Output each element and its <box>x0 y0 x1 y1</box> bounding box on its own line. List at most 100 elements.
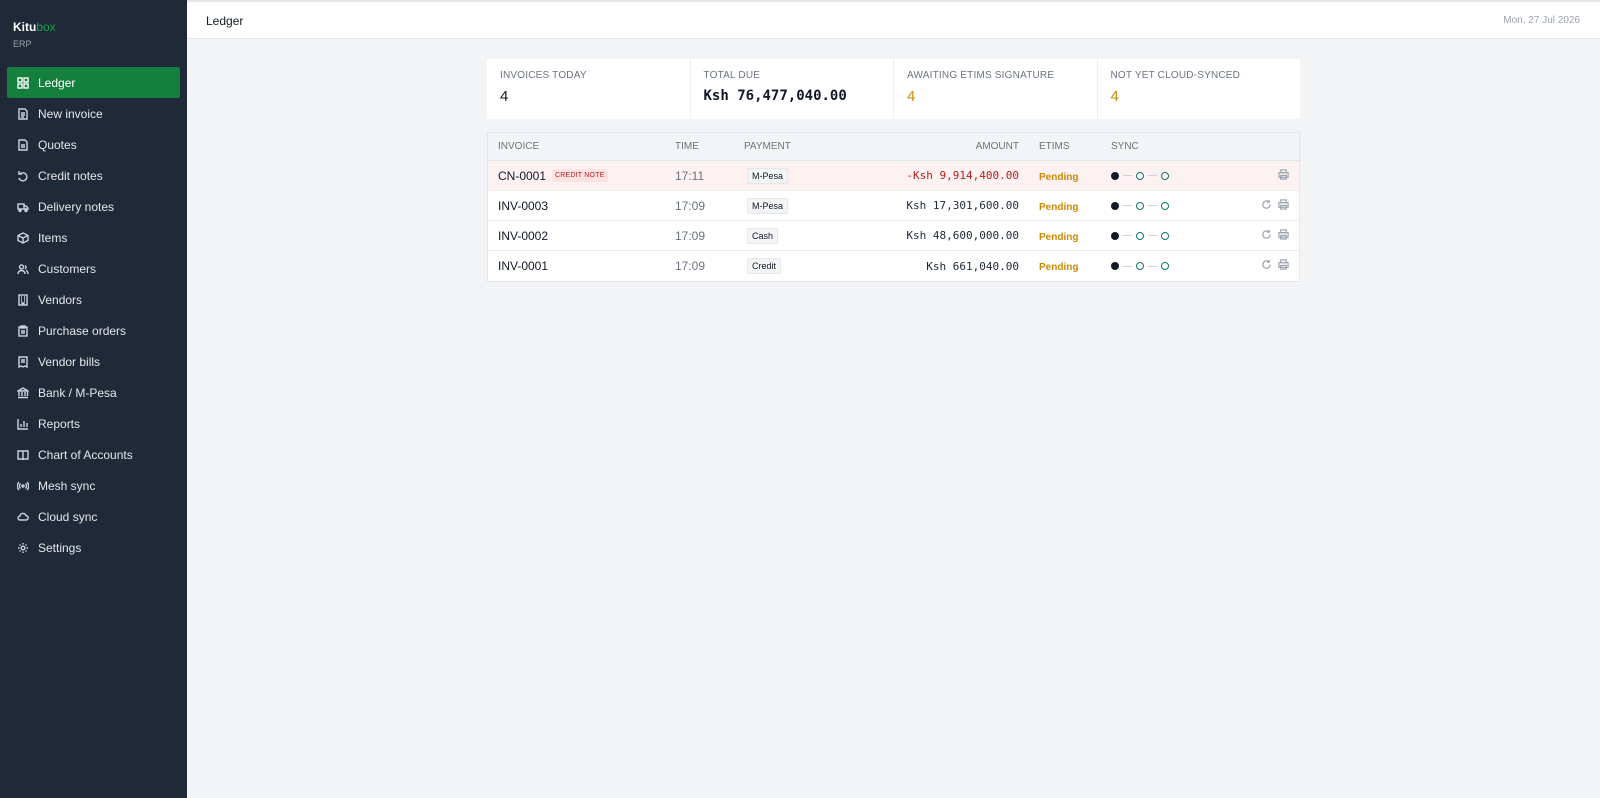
cell-etims: Pending <box>1019 259 1103 273</box>
sync-step-mesh <box>1136 262 1144 270</box>
cell-time: 17:09 <box>675 259 706 273</box>
payment-method-chip: M-Pesa <box>747 167 789 184</box>
payment-method-chip: M-Pesa <box>747 197 789 214</box>
printer-icon[interactable] <box>1278 198 1289 213</box>
sidebar-item-label: Ledger <box>38 75 76 90</box>
etims-status: Pending <box>1039 231 1079 243</box>
refresh-icon[interactable] <box>1261 259 1272 273</box>
sidebar-item-vendor-bills[interactable]: Vendor bills <box>7 346 180 377</box>
stats-bar: INVOICES TODAY 4 TOTAL DUE Ksh 76,477,04… <box>487 59 1300 119</box>
refresh-icon[interactable] <box>1261 229 1272 243</box>
cloud-icon <box>17 511 29 523</box>
cell-time: 17:09 <box>675 198 706 213</box>
sync-progress <box>1103 201 1243 210</box>
sidebar-item-label: Cloud sync <box>38 509 98 524</box>
cell-payment: Credit <box>744 258 868 274</box>
cell-etims: Pending <box>1019 169 1103 183</box>
cell-invoice: CN-0001 CREDIT NOTE <box>488 169 675 183</box>
table-header: INVOICE TIME PAYMENT AMOUNT ETIMS SYNC <box>488 133 1299 161</box>
sidebar-item-label: Quotes <box>38 137 77 152</box>
sidebar-item-settings[interactable]: Settings <box>7 532 180 563</box>
brand-logo: Kitubox ERP <box>13 20 56 49</box>
sync-step-cloud <box>1161 171 1169 180</box>
sidebar-item-delivery-notes[interactable]: Delivery notes <box>7 191 180 222</box>
sync-connector <box>1123 205 1132 206</box>
sidebar-item-label: Vendors <box>38 292 83 307</box>
table-row[interactable]: INV-0002 17:09 Cash Ksh 48,600,000.00 Pendin… <box>488 221 1299 251</box>
sync-connector <box>1123 235 1132 236</box>
brand-subtitle: ERP <box>13 39 32 49</box>
stat-label: INVOICES TODAY <box>500 70 587 81</box>
cell-invoice: INV-0003 <box>488 199 675 213</box>
printer-icon[interactable] <box>1278 168 1289 183</box>
sidebar-item-reports[interactable]: Reports <box>7 408 180 439</box>
table-row[interactable]: INV-0003 17:09 M-Pesa Ksh 17,301,600.00 Pend… <box>488 191 1299 221</box>
cell-amount: -Ksh 9,914,400.00 <box>906 169 1019 182</box>
sidebar-item-label: Customers <box>38 261 97 276</box>
grid-icon <box>17 76 29 89</box>
sync-step-local <box>1111 171 1119 180</box>
brand-accent: box <box>36 20 56 34</box>
sync-step-mesh <box>1136 201 1144 210</box>
sync-step-local <box>1111 201 1119 210</box>
cell-payment: Cash <box>744 227 868 244</box>
payment-method-chip: Cash <box>747 227 779 244</box>
sidebar-item-quotes[interactable]: Quotes <box>7 129 180 160</box>
col-time: TIME <box>675 141 699 152</box>
printer-icon[interactable] <box>1278 259 1289 273</box>
file-icon <box>17 107 29 120</box>
stat-invoices-today: INVOICES TODAY 4 <box>487 59 691 119</box>
sidebar-item-label: Purchase orders <box>38 323 127 338</box>
stat-awaiting-etims: AWAITING ETIMS SIGNATURE 4 <box>894 59 1098 119</box>
sidebar-item-label: Reports <box>38 416 81 431</box>
sync-step-cloud <box>1161 201 1169 210</box>
box-icon <box>17 231 29 244</box>
brand-main: Kitu <box>13 20 37 34</box>
col-etims: ETIMS <box>1039 141 1070 152</box>
table-row[interactable]: INV-0001 17:09 Credit Ksh 661,040.00 Pending <box>488 251 1299 281</box>
sidebar-item-cloud-sync[interactable]: Cloud sync <box>7 501 180 532</box>
undo-icon <box>17 170 29 182</box>
gear-icon <box>17 542 29 554</box>
stat-value: 4 <box>907 88 916 105</box>
radio-icon <box>17 480 29 492</box>
row-actions <box>1243 228 1299 243</box>
cell-payment: M-Pesa <box>744 167 868 184</box>
sidebar-item-customers[interactable]: Customers <box>7 253 180 284</box>
sync-connector <box>1148 265 1157 267</box>
row-actions <box>1243 259 1299 273</box>
cell-time: 17:11 <box>675 168 705 183</box>
stat-value: Ksh 76,477,040.00 <box>703 88 847 104</box>
col-amount: AMOUNT <box>975 141 1019 152</box>
printer-icon[interactable] <box>1278 228 1289 243</box>
sidebar-item-items[interactable]: Items <box>7 222 180 253</box>
sidebar-item-chart-of-accounts[interactable]: Chart of Accounts <box>7 439 180 470</box>
clipboard-icon <box>17 324 29 337</box>
stat-total-due: TOTAL DUE Ksh 76,477,040.00 <box>691 59 894 119</box>
truck-icon <box>17 201 29 213</box>
page-title: Ledger <box>206 14 244 28</box>
sidebar-item-label: Delivery notes <box>38 199 115 214</box>
ledger-table: INVOICE TIME PAYMENT AMOUNT ETIMS SYNC C… <box>487 132 1300 282</box>
sync-step-cloud <box>1161 231 1169 240</box>
top-bar: Ledger Mon, 27 Jul 2026 <box>187 0 1600 39</box>
sidebar-item-bank-m-pesa[interactable]: Bank / M-Pesa <box>7 377 180 408</box>
sidebar-item-mesh-sync[interactable]: Mesh sync <box>7 470 180 501</box>
sidebar-item-vendors[interactable]: Vendors <box>7 284 180 315</box>
sidebar-item-credit-notes[interactable]: Credit notes <box>7 160 180 191</box>
refresh-icon[interactable] <box>1261 199 1272 213</box>
sidebar-item-label: Items <box>38 230 68 245</box>
cell-etims: Pending <box>1019 229 1103 243</box>
sync-step-local <box>1111 262 1119 270</box>
sync-connector <box>1148 205 1157 206</box>
col-payment: PAYMENT <box>744 141 791 152</box>
sidebar-item-purchase-orders[interactable]: Purchase orders <box>7 315 180 346</box>
table-row[interactable]: CN-0001 CREDIT NOTE 17:11 M-Pesa -Ksh 9,914,… <box>488 161 1299 191</box>
sidebar-item-new-invoice[interactable]: New invoice <box>7 98 180 129</box>
cell-amount: Ksh 48,600,000.00 <box>906 229 1019 242</box>
invoice-id: INV-0002 <box>498 228 549 243</box>
sync-connector <box>1148 235 1157 236</box>
sidebar-item-ledger[interactable]: Ledger <box>7 67 180 98</box>
sync-connector <box>1123 265 1132 267</box>
receipt-icon <box>17 355 29 368</box>
